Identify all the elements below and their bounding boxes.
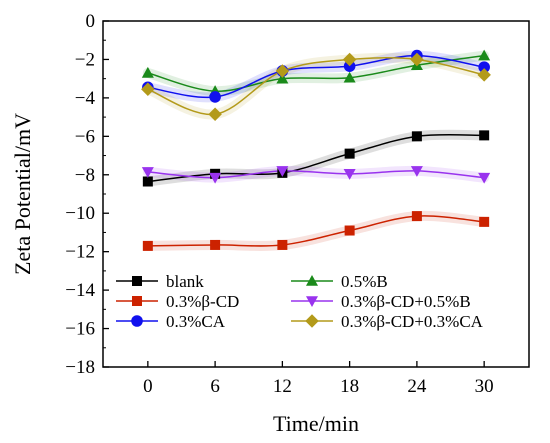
series-line-2 xyxy=(147,215,485,247)
y-tick-label-5: −10 xyxy=(65,203,95,224)
legend-item-0: blank xyxy=(116,272,204,291)
x-axis-label: Time/min xyxy=(273,411,359,436)
legend-marker-4 xyxy=(131,315,143,327)
data-point-5-2 xyxy=(275,64,290,78)
series-line-1 xyxy=(147,54,485,92)
series-line-0 xyxy=(147,133,485,183)
legend-label-2: 0.3%β-CD xyxy=(166,292,239,311)
data-point-5-3 xyxy=(342,52,357,67)
series-markers-layer xyxy=(141,49,491,251)
legend-label-0: blank xyxy=(166,272,204,291)
y-tick-label-2: −4 xyxy=(75,88,96,109)
data-point-1-0 xyxy=(141,66,154,78)
data-point-5-0 xyxy=(141,82,155,96)
series-line-3 xyxy=(147,170,485,179)
data-point-3-5 xyxy=(478,172,491,184)
data-point-0-3 xyxy=(344,148,355,159)
data-point-0-5 xyxy=(479,130,490,141)
x-tick-label-3: 18 xyxy=(340,376,359,397)
data-point-2-5 xyxy=(479,216,490,227)
data-point-0-4 xyxy=(411,131,422,142)
data-point-1-5 xyxy=(478,49,491,61)
y-tick-label-3: −6 xyxy=(75,126,95,147)
legend-label-4: 0.3%CA xyxy=(166,312,226,331)
data-point-5-5 xyxy=(477,68,491,82)
data-point-2-1 xyxy=(210,239,221,250)
data-point-2-2 xyxy=(277,239,288,250)
y-tick-label-6: −12 xyxy=(65,242,95,263)
legend-label-1: 0.5%B xyxy=(341,272,388,291)
data-point-2-0 xyxy=(142,240,153,251)
axis-ticks xyxy=(103,20,485,368)
series-glow-layer xyxy=(142,50,490,251)
y-tick-label-8: −16 xyxy=(65,319,95,340)
data-point-3-1 xyxy=(209,172,222,184)
legend-item-5: 0.3%β-CD+0.3%CA xyxy=(291,312,484,331)
series-line-4 xyxy=(147,54,485,99)
data-point-3-0 xyxy=(141,167,154,178)
x-tick-label-0: 0 xyxy=(143,376,153,397)
series-glow-2 xyxy=(142,210,490,251)
legend-marker-5 xyxy=(305,314,319,328)
legend-marker-1 xyxy=(306,275,318,286)
legend-marker-0 xyxy=(132,276,142,286)
y-tick-label-7: −14 xyxy=(65,280,95,301)
x-tick-label-1: 6 xyxy=(210,376,220,397)
legend-label-3: 0.3%β-CD+0.5%B xyxy=(341,292,471,311)
y-axis-label: Zeta Potential/mV xyxy=(10,113,35,275)
legend-item-2: 0.3%β-CD xyxy=(116,292,239,311)
data-point-1-2 xyxy=(276,72,289,84)
y-tick-label-4: −8 xyxy=(75,165,95,186)
y-tick-label-0: 0 xyxy=(86,11,96,32)
data-point-0-0 xyxy=(142,176,153,187)
x-tick-label-4: 24 xyxy=(407,376,427,397)
data-point-5-1 xyxy=(208,107,222,121)
data-point-5-4 xyxy=(410,52,424,67)
data-point-2-4 xyxy=(411,211,422,222)
data-point-3-3 xyxy=(343,169,356,180)
legend-item-3: 0.3%β-CD+0.5%B xyxy=(291,292,471,311)
legend-marker-3 xyxy=(306,296,318,307)
data-point-3-4 xyxy=(410,166,423,177)
x-tick-label-5: 30 xyxy=(475,376,494,397)
axis-tick-labels: 0 6 12 18 24 30 0 −2 −4 −6 −8 −10 −12 −14 −16 −18 xyxy=(65,11,493,397)
data-point-4-1 xyxy=(209,91,221,103)
data-point-4-5 xyxy=(478,61,490,73)
x-tick-label-2: 12 xyxy=(273,376,292,397)
legend-item-4: 0.3%CA xyxy=(116,312,226,331)
legend-item-1: 0.5%B xyxy=(291,272,388,291)
y-tick-label-1: −2 xyxy=(75,49,95,70)
data-point-3-2 xyxy=(276,166,289,177)
data-point-1-3 xyxy=(343,71,356,83)
data-point-2-3 xyxy=(344,225,355,236)
legend-marker-2 xyxy=(132,296,142,306)
legend-label-5: 0.3%β-CD+0.3%CA xyxy=(341,312,484,331)
y-tick-label-9: −18 xyxy=(65,357,95,378)
legend: blank 0.5%B 0.3%β-CD 0.3%β-CD+0.5%B 0.3%CA 0.… xyxy=(116,272,484,331)
